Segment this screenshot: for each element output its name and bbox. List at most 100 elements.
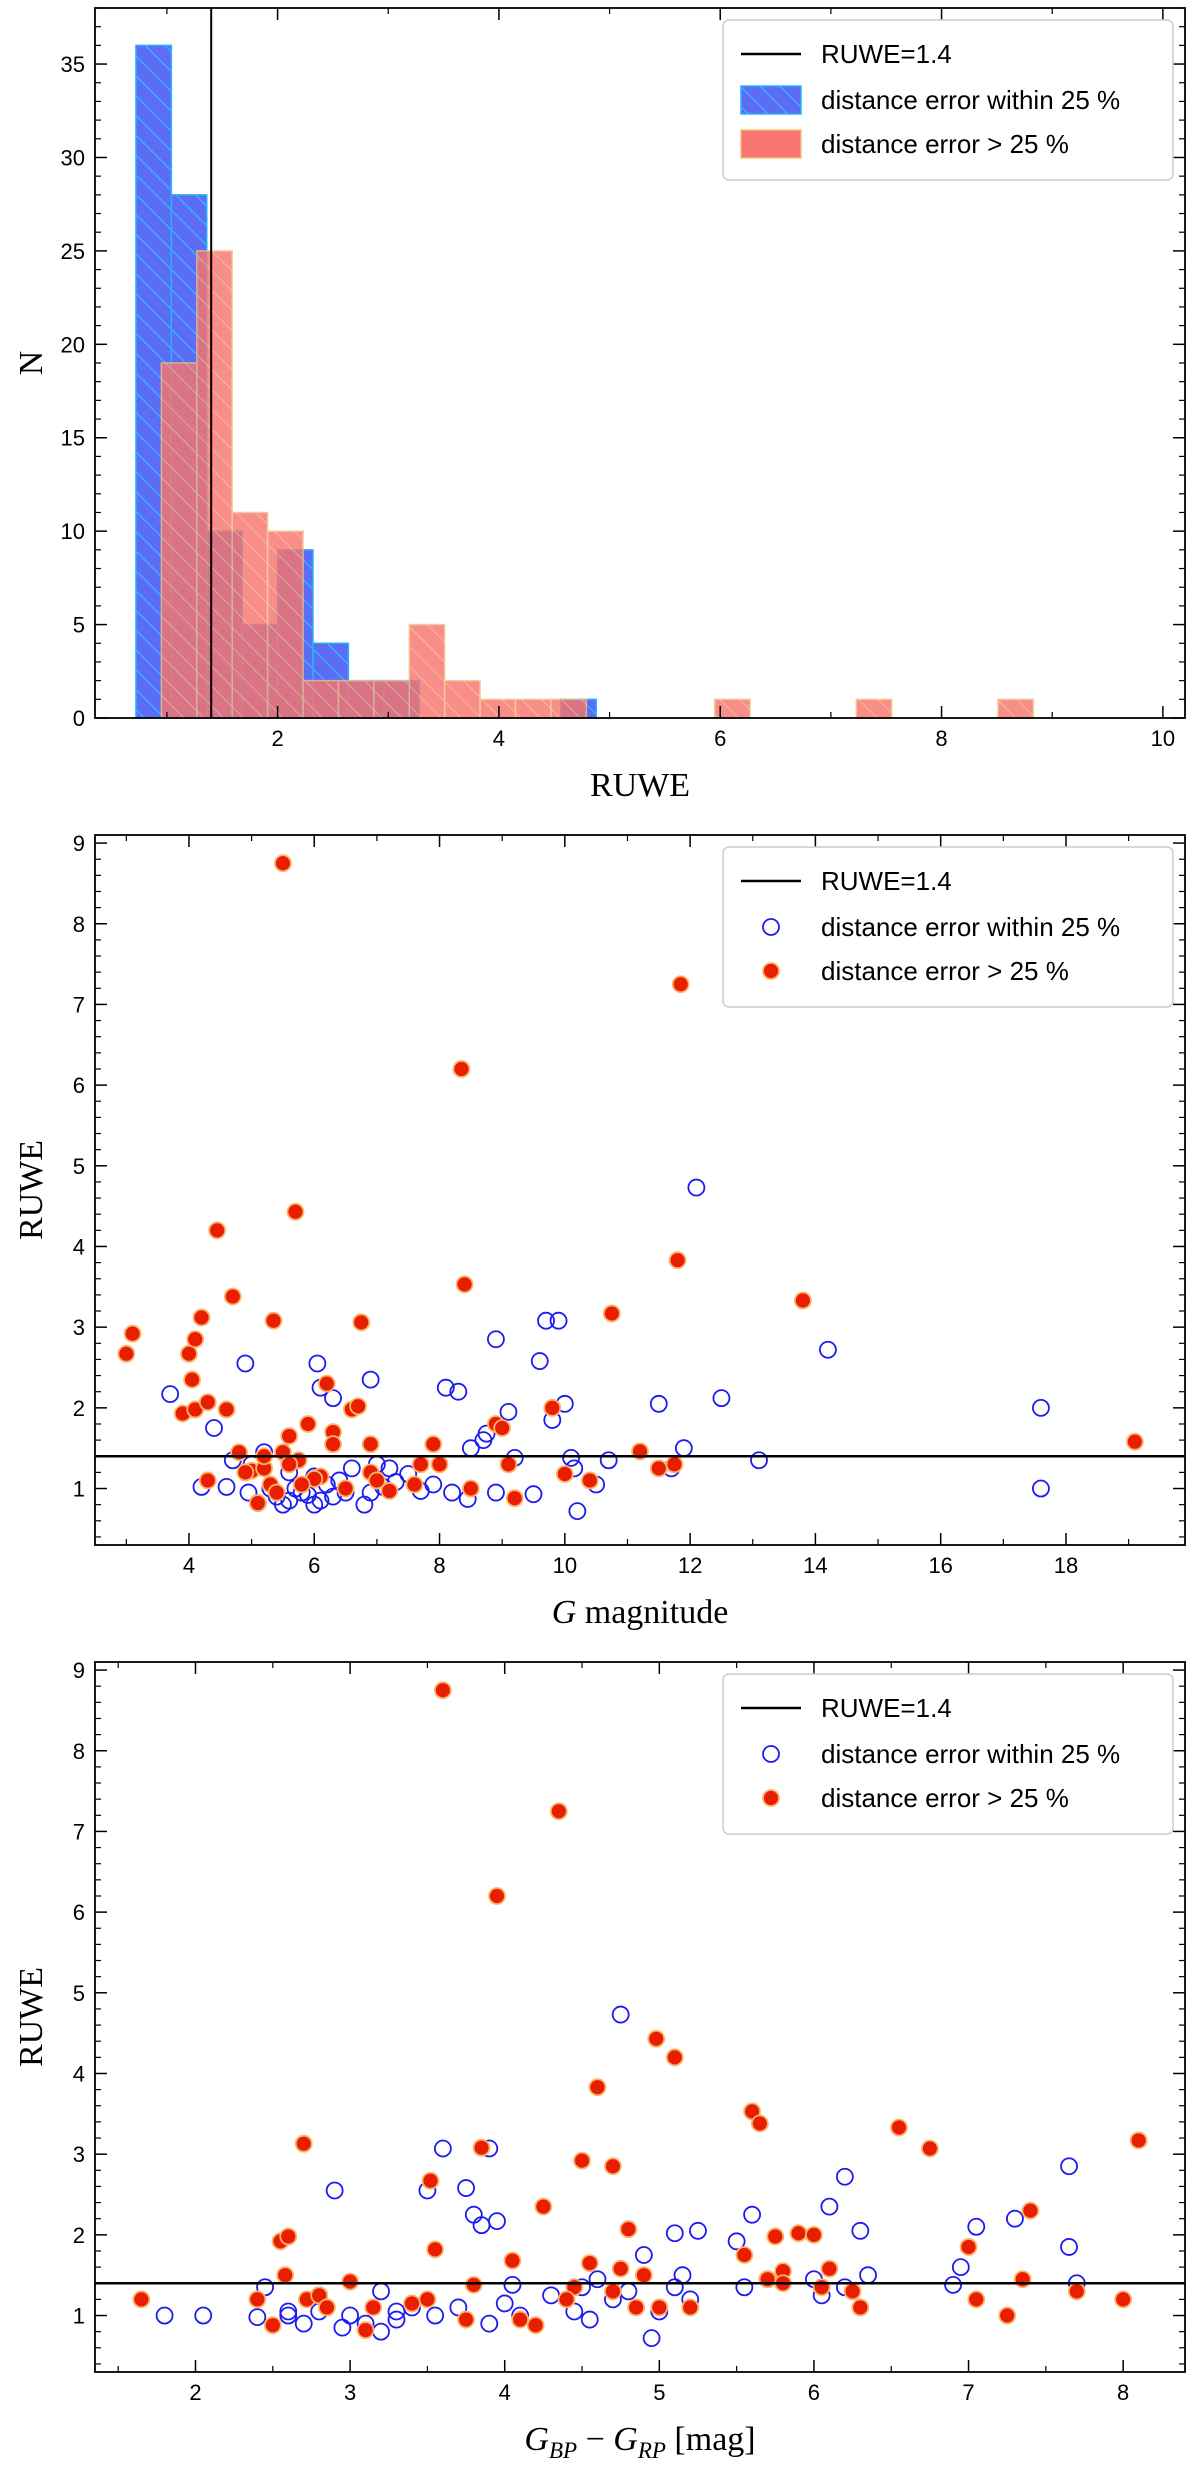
y-tick-label: 15 xyxy=(61,426,85,451)
x-tick-label: 6 xyxy=(714,726,726,751)
scatter-point-filled xyxy=(455,1275,474,1294)
scatter-point-open xyxy=(580,2310,599,2329)
scatter-point-filled xyxy=(223,1287,242,1306)
histogram-bar xyxy=(550,698,588,719)
legend-label-reference: RUWE=1.4 xyxy=(821,39,952,69)
scatter-point-filled xyxy=(405,1475,424,1494)
scatter-point-filled xyxy=(998,2306,1017,2325)
scatter-point-open xyxy=(480,2314,499,2333)
scatter-point-filled xyxy=(183,1370,201,1389)
scatter-point-filled xyxy=(843,2282,862,2301)
scatter-point-filled xyxy=(317,1374,336,1393)
scatter-point-open xyxy=(499,1402,518,1421)
scatter-point-open xyxy=(433,2139,452,2158)
scatter-point-filled xyxy=(604,2157,622,2176)
legend-label-series-1: distance error > 25 % xyxy=(821,129,1069,159)
scatter-point-open xyxy=(436,1378,455,1397)
legend-marker-open xyxy=(762,1745,780,1763)
x-axis-title: G magnitude xyxy=(552,1594,729,1631)
scatter-point-open xyxy=(619,2282,638,2301)
legend-box xyxy=(722,1673,1174,1835)
scatter-point-filled xyxy=(430,1455,449,1474)
scatter-point-filled xyxy=(851,2298,870,2317)
y-tick-label: 5 xyxy=(73,1981,85,2006)
x-axis-title: GBP − GRP [mag] xyxy=(524,2421,755,2463)
legend-label-reference: RUWE=1.4 xyxy=(821,866,952,896)
scatter-point-open xyxy=(1032,1398,1050,1417)
scatter-point-open xyxy=(851,2221,870,2240)
scatter-point-filled xyxy=(619,2220,638,2239)
scatter-point-filled xyxy=(180,1344,198,1363)
scatter-point-filled xyxy=(805,2225,823,2244)
scatter-point-open xyxy=(537,1311,555,1330)
axes-frame xyxy=(94,1661,1186,2373)
scatter-point-open xyxy=(449,1382,468,1401)
scatter-point-filled xyxy=(352,1313,371,1332)
y-tick-label: 1 xyxy=(73,2304,85,2329)
scatter-point-open xyxy=(1060,2157,1078,2176)
scatter-point-filled xyxy=(602,1304,621,1323)
histogram-bar xyxy=(302,679,340,719)
scatter-point-open xyxy=(712,1389,731,1408)
scatter-point-filled xyxy=(650,2298,669,2317)
y-tick-label: 9 xyxy=(73,1658,85,1683)
scatter-point-open xyxy=(248,2308,267,2327)
scatter-point-open xyxy=(324,1389,342,1408)
legend-label-series-1: distance error > 25 % xyxy=(821,956,1069,986)
x-tick-label: 10 xyxy=(553,1553,577,1578)
scatter-point-filled xyxy=(341,2272,360,2291)
y-tick-label: 1 xyxy=(73,1477,85,1502)
scatter-point-filled xyxy=(461,1479,480,1498)
scatter-point-filled xyxy=(230,1443,248,1462)
scatter-point-filled xyxy=(276,2266,295,2285)
scatter-point-open xyxy=(542,2286,560,2305)
scatter-point-filled xyxy=(186,1330,205,1349)
scatter-point-open xyxy=(294,2314,313,2333)
scatter-point-open xyxy=(687,1178,706,1197)
x-tick-label: 8 xyxy=(935,726,947,751)
scatter-point-filled xyxy=(424,1435,443,1454)
scatter-point-open xyxy=(665,2278,684,2297)
scatter-point-open xyxy=(488,2212,506,2231)
scatter-point-filled xyxy=(671,975,690,994)
legend-label-series-0: distance error within 25 % xyxy=(821,1739,1120,1769)
scatter-point-filled xyxy=(611,2259,630,2278)
scatter-point-filled xyxy=(267,1483,286,1502)
y-axis-title: N xyxy=(13,351,50,376)
scatter-point-filled xyxy=(1021,2201,1040,2220)
scatter-point-filled xyxy=(668,1251,687,1270)
x-tick-label: 7 xyxy=(962,2380,974,2405)
y-tick-label: 4 xyxy=(73,2061,85,2086)
x-tick-label: 10 xyxy=(1151,726,1175,751)
scatter-point-filled xyxy=(367,1471,386,1490)
scatter-point-filled xyxy=(1067,2282,1086,2301)
scatter-point-filled xyxy=(549,1802,568,1821)
histogram-bar xyxy=(479,698,517,719)
scatter-point-open xyxy=(665,2224,684,2243)
y-tick-label: 6 xyxy=(73,1073,85,1098)
x-tick-label: 4 xyxy=(499,2380,511,2405)
y-tick-label: 3 xyxy=(73,2142,85,2167)
scatter-point-open xyxy=(562,1448,580,1467)
histogram-bar xyxy=(160,362,198,719)
y-tick-label: 4 xyxy=(73,1234,85,1259)
scatter-point-open xyxy=(205,1419,223,1437)
scatter-point-filled xyxy=(364,2298,383,2317)
y-tick-label: 9 xyxy=(73,831,85,856)
legend-marker-open xyxy=(762,918,780,936)
scatter-point-open xyxy=(161,1385,180,1404)
scatter-point-filled xyxy=(503,2251,522,2270)
scatter-point-open xyxy=(487,1483,505,1502)
scatter-point-open xyxy=(727,2232,746,2251)
scatter-point-open xyxy=(279,2306,298,2325)
y-axis-title: RUWE xyxy=(13,1967,50,2067)
scatter-point-filled xyxy=(647,2029,666,2048)
legend-label-series-1: distance error > 25 % xyxy=(821,1783,1069,1813)
x-tick-label: 8 xyxy=(1117,2380,1129,2405)
x-tick-label: 14 xyxy=(803,1553,827,1578)
scatter-point-filled xyxy=(758,2270,777,2289)
legend: RUWE=1.4 distance error within 25 % distan… xyxy=(722,1673,1174,1835)
scatter-point-filled xyxy=(511,2310,530,2329)
scatter-point-filled xyxy=(248,2290,267,2309)
